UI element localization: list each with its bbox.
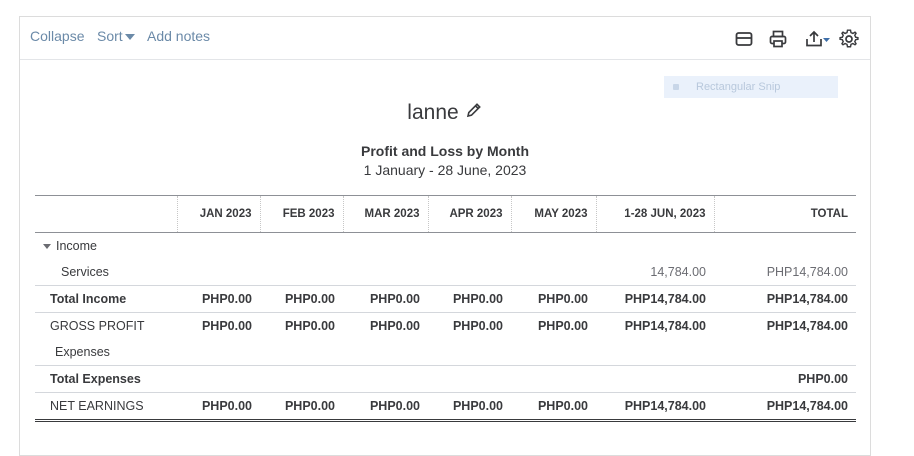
report-panel: Collapse Sort Add notes Rectangular Snip…	[19, 16, 871, 456]
expenses-section-label: Expenses	[55, 345, 110, 359]
sort-dropdown[interactable]: Sort	[97, 28, 135, 44]
table-row-total-income: Total Income PHP0.00 PHP0.00 PHP0.00 PHP…	[35, 285, 856, 313]
column-header[interactable]: 1-28 JUN, 2023	[595, 195, 714, 233]
table-row-gross-profit: GROSS PROFIT PHP0.00 PHP0.00 PHP0.00 PHP…	[35, 312, 856, 339]
cell	[511, 259, 596, 286]
column-header[interactable]: JAN 2023	[176, 195, 260, 233]
row-label: Total Expenses	[35, 365, 177, 393]
cell: PHP14,784.00	[596, 312, 714, 339]
cell: PHP0.00	[260, 285, 343, 313]
cell: PHP14,784.00	[596, 392, 714, 422]
company-name: lanne	[20, 101, 870, 125]
cell-link[interactable]: PHP14,784.00	[766, 265, 848, 279]
cell	[428, 259, 511, 286]
income-label: Income	[56, 239, 97, 253]
row-label: GROSS PROFIT	[35, 312, 177, 339]
table-row-total-expenses: Total Expenses PHP0.00	[35, 365, 856, 393]
cell: PHP0.00	[428, 392, 511, 422]
print-icon[interactable]	[768, 29, 790, 49]
snip-label: Rectangular Snip	[696, 81, 781, 93]
collapse-link[interactable]: Collapse	[30, 28, 85, 44]
table-header-row: JAN 2023 FEB 2023 MAR 2023 APR 2023 MAY …	[35, 195, 856, 233]
cell: PHP0.00	[177, 312, 260, 339]
report-date-range: 1 January - 28 June, 2023	[363, 162, 527, 178]
cell: PHP0.00	[343, 285, 428, 313]
cell: PHP0.00	[428, 312, 511, 339]
cell: PHP14,784.00	[714, 312, 856, 339]
cell	[177, 259, 260, 286]
sort-label: Sort	[97, 28, 123, 44]
cell: PHP14,784.00	[714, 392, 856, 422]
cell	[177, 365, 260, 393]
cell: PHP0.00	[511, 285, 596, 313]
column-header	[35, 195, 177, 233]
cell-link[interactable]: 14,784.00	[650, 265, 706, 279]
snip-icon	[673, 84, 679, 90]
cell: PHP0.00	[260, 312, 343, 339]
row-label: Services	[61, 265, 109, 279]
expenses-section-row: Expenses	[35, 339, 856, 366]
settings-icon[interactable]	[839, 29, 861, 49]
cell-link[interactable]: PHP14,784.00	[714, 285, 856, 313]
cell	[596, 365, 714, 393]
cell	[260, 365, 343, 393]
cell: PHP0.00	[343, 312, 428, 339]
column-header[interactable]: MAR 2023	[342, 195, 428, 233]
cell: PHP0.00	[511, 392, 596, 422]
cell-link[interactable]: PHP14,784.00	[596, 285, 714, 313]
edit-pencil-icon[interactable]	[465, 101, 483, 125]
company-name-text: lanne	[407, 101, 459, 124]
cell: PHP0.00	[177, 285, 260, 313]
chevron-down-icon	[124, 34, 135, 41]
table-row-net-earnings: NET EARNINGS PHP0.00 PHP0.00 PHP0.00 PHP…	[35, 392, 856, 422]
cell: PHP0.00	[511, 312, 596, 339]
income-section-row: Income	[35, 233, 856, 260]
column-header[interactable]: FEB 2023	[259, 195, 343, 233]
cell	[343, 365, 428, 393]
table-row-services: Services 14,784.00 PHP14,784.00	[35, 259, 856, 286]
row-label: NET EARNINGS	[35, 392, 177, 422]
export-icon[interactable]	[804, 29, 832, 49]
cell	[343, 259, 428, 286]
rectangular-snip-overlay: Rectangular Snip	[664, 76, 838, 98]
cell	[511, 365, 596, 393]
cell: PHP0.00	[177, 392, 260, 422]
cell: PHP0.00	[343, 392, 428, 422]
cell	[428, 365, 511, 393]
row-label: Total Income	[35, 285, 177, 313]
column-header[interactable]: TOTAL	[713, 195, 856, 233]
cell-link[interactable]: PHP0.00	[714, 365, 856, 393]
collapse-caret-icon[interactable]	[43, 244, 51, 250]
report-toolbar: Collapse Sort Add notes	[20, 17, 870, 60]
cell: PHP0.00	[428, 285, 511, 313]
email-icon[interactable]	[734, 29, 756, 49]
cell	[260, 259, 343, 286]
profit-loss-table: JAN 2023 FEB 2023 MAR 2023 APR 2023 MAY …	[35, 195, 856, 422]
income-section-label[interactable]: Income	[35, 233, 856, 260]
add-notes-link[interactable]: Add notes	[147, 28, 211, 44]
column-header[interactable]: MAY 2023	[510, 195, 596, 233]
report-title: Profit and Loss by Month	[361, 143, 529, 159]
column-header[interactable]: APR 2023	[427, 195, 511, 233]
cell: PHP0.00	[260, 392, 343, 422]
